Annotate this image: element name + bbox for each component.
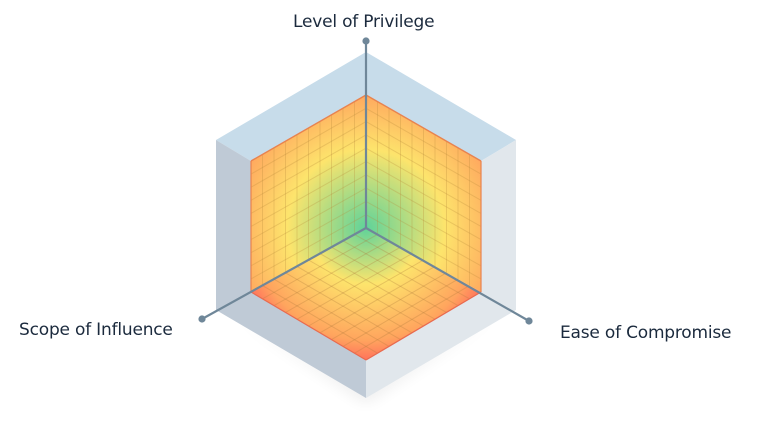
axis-right-dot	[525, 317, 533, 325]
axis-lines	[201, 41, 530, 322]
axis-endpoints	[198, 37, 533, 325]
axis-label-scope-of-influence: Scope of Influence	[19, 320, 173, 340]
axis-top-dot	[362, 37, 370, 45]
cube-frame	[216, 52, 516, 398]
axis-label-ease-of-compromise: Ease of Compromise	[560, 323, 732, 343]
frame-top-face	[216, 52, 516, 161]
axis-left-line	[201, 227, 367, 320]
frame-right-face	[366, 140, 516, 398]
axis-right-line	[365, 227, 530, 322]
heat-right-wall	[365, 94, 482, 292]
axis-label-level-of-privilege: Level of Privilege	[293, 12, 435, 32]
axis-left-dot	[198, 315, 206, 323]
frame-left-face	[216, 140, 366, 398]
